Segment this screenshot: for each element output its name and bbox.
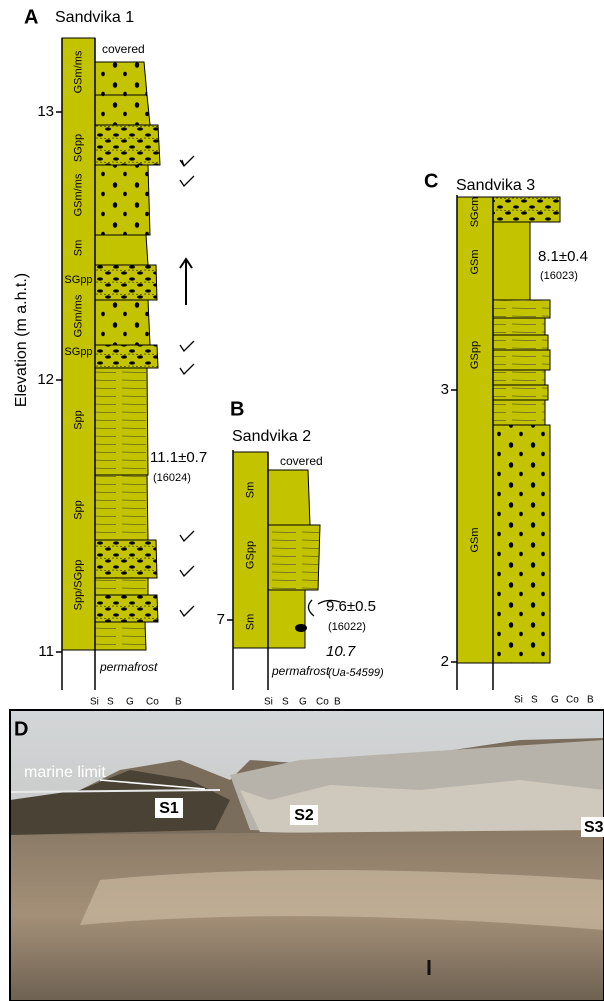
grain-size-label: S — [107, 697, 114, 708]
lab-number: (Ua-54599) — [328, 667, 384, 679]
facies-band — [62, 38, 95, 650]
facies-label: SGpp — [72, 134, 84, 162]
lab-number: (16023) — [540, 270, 578, 282]
top-note: covered — [102, 42, 145, 56]
panel-letter: B — [230, 398, 244, 420]
tick-label: 12 — [37, 371, 54, 388]
grain-size-label: B — [587, 695, 594, 706]
bed-texture — [95, 475, 148, 540]
bed — [493, 222, 530, 300]
site-label: S3 — [584, 819, 604, 836]
y-axis-label: Elevation (m a.h.t.) — [13, 273, 30, 407]
bed-texture — [493, 197, 560, 222]
bed-texture — [493, 300, 550, 318]
bottom-note: permafrost — [271, 664, 330, 678]
tick-label: 13 — [37, 103, 54, 120]
facies-label: Spp — [72, 410, 84, 430]
bed-texture — [95, 125, 160, 165]
clast — [295, 624, 307, 632]
facies-label: GSpp — [244, 541, 256, 569]
tick-label: 3 — [441, 381, 449, 398]
facies-label: GSm/ms — [72, 50, 84, 93]
facies-label: GSm — [469, 527, 481, 552]
facies-label: Spp — [72, 500, 84, 520]
bed — [268, 590, 305, 648]
grain-size-label: B — [175, 697, 182, 708]
logs: 13 12 11 GSm/ms SGpp GSm/ms Sm SGpp GSm/ms SGpp Sp… — [37, 38, 594, 708]
bottom-note: permafrost — [99, 660, 158, 674]
grain-size-label: Si — [90, 697, 99, 708]
site-label: S1 — [159, 800, 179, 817]
panel-letter: C — [424, 170, 438, 192]
panel-title: Sandvika 1 — [55, 9, 134, 26]
tick-label: 11 — [38, 643, 54, 660]
bed-texture — [95, 300, 150, 345]
facies-label: Sm — [244, 614, 256, 631]
facies-label: Sm — [72, 240, 84, 257]
age: 11.1±0.7 — [150, 449, 207, 466]
panel-title: Sandvika 3 — [456, 177, 535, 194]
bed — [95, 235, 148, 265]
grain-size-label: G — [551, 695, 559, 706]
bed-texture — [95, 345, 158, 368]
grain-size-label: G — [126, 697, 134, 708]
facies-label: GSm/ms — [72, 294, 84, 337]
grain-size-label: Co — [316, 697, 329, 708]
photo — [10, 710, 604, 1001]
grain-size-label: Co — [566, 695, 579, 706]
lab-number: (16022) — [328, 621, 366, 633]
bed-texture — [493, 425, 550, 663]
facies-label: Spp/SGpp — [72, 560, 84, 611]
bed-texture — [95, 265, 157, 300]
facies-label: GSpp — [469, 341, 481, 369]
bed-texture — [95, 95, 150, 125]
bed-texture — [493, 385, 548, 400]
grain-size-label: Co — [146, 697, 159, 708]
bed — [268, 470, 310, 525]
bed-texture — [95, 62, 147, 95]
top-note: covered — [280, 454, 323, 468]
bed-texture — [95, 165, 150, 235]
panel-letter: D — [14, 718, 28, 740]
age: 10.7 — [326, 643, 356, 660]
tick-label: 2 — [441, 653, 449, 670]
site-label: S2 — [294, 807, 314, 824]
figure: A Sandvika 1 B Sandvika 2 C Sandvika 3 E… — [0, 0, 604, 1001]
facies-label: Sm — [244, 482, 256, 499]
bed-texture — [493, 370, 545, 385]
age: 8.1±0.4 — [538, 248, 588, 265]
panel-title: Sandvika 2 — [232, 428, 311, 445]
facies-label: SGpp — [64, 346, 92, 358]
facies-label: SGcm — [469, 197, 481, 228]
facies-label: GSm — [469, 249, 481, 274]
bed-texture — [268, 525, 320, 590]
facies-label: GSm/ms — [72, 173, 84, 216]
annotation: marine limit — [24, 764, 106, 781]
bed-texture — [95, 368, 148, 475]
grain-size-label: G — [299, 697, 307, 708]
grain-size-label: Si — [514, 695, 523, 706]
grain-size-label: S — [282, 697, 289, 708]
grain-size-label: Si — [264, 697, 273, 708]
bed-texture — [95, 622, 146, 650]
facies-label: SGpp — [64, 274, 92, 286]
panel-letter: A — [24, 6, 38, 28]
grain-size-label: B — [334, 697, 341, 708]
bed-texture — [493, 318, 545, 335]
bed-texture — [493, 350, 550, 370]
bed-texture — [493, 400, 545, 425]
bed-texture — [95, 595, 158, 622]
grain-size-label: S — [531, 695, 538, 706]
bed-texture — [95, 540, 157, 578]
bed-texture — [95, 578, 148, 595]
lab-number: (16024) — [153, 472, 191, 484]
tick-label: 7 — [217, 611, 225, 628]
bed-texture — [493, 335, 548, 350]
